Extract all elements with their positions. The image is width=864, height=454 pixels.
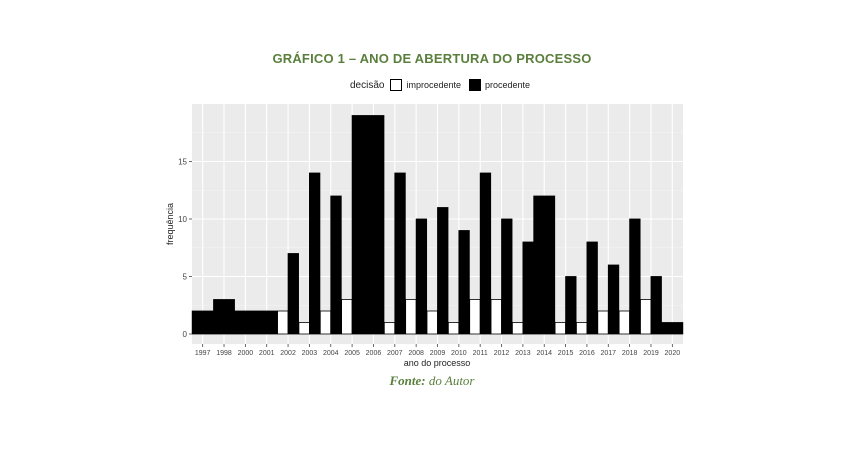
chart-title: GRÁFICO 1 – ANO DE ABERTURA DO PROCESSO <box>272 51 592 66</box>
bar-procedente-2018 <box>629 218 641 335</box>
bar-improcedente-2009 <box>426 310 438 335</box>
bar-procedente-2020 <box>661 322 684 335</box>
bar-procedente-2002 <box>287 253 299 335</box>
y-tick-label: 10 <box>178 215 187 224</box>
bar-procedente-2017 <box>607 264 620 335</box>
bar-procedente-2003 <box>309 172 321 335</box>
x-tick-label: 2002 <box>280 350 296 357</box>
bar-procedente-2005 <box>351 115 364 335</box>
bars <box>191 115 684 335</box>
x-tick-label: 2015 <box>558 350 574 357</box>
x-tick-label: 2008 <box>408 350 424 357</box>
bar-procedente-2016 <box>586 241 598 335</box>
x-tick-label: 2018 <box>622 350 638 357</box>
x-tick-label: 2009 <box>430 350 446 357</box>
source-note: Fonte: do Autor <box>0 373 864 389</box>
bar-improcedente-2013 <box>511 322 524 335</box>
bar-procedente-2001 <box>255 310 278 335</box>
x-tick-label: 2007 <box>387 350 403 357</box>
x-tick-label: 2011 <box>473 350 488 357</box>
y-axis-ticks: 0 5 10 15 <box>178 158 192 339</box>
source-label: Fonte: <box>389 373 426 388</box>
bar-procedente-2007 <box>394 172 406 335</box>
y-axis-label: frequência <box>165 203 175 245</box>
x-tick-label: 2000 <box>238 350 254 357</box>
legend-title: decisão <box>350 79 385 91</box>
bar-procedente-2013 <box>522 241 534 335</box>
bar-improcedente-2007 <box>383 322 396 335</box>
bar-improcedente-2005 <box>341 299 353 335</box>
bar-procedente-2009 <box>437 207 449 335</box>
bar-procedente-2014 <box>533 195 556 335</box>
y-tick-label: 0 <box>183 330 188 339</box>
x-tick-label: 2013 <box>515 350 531 357</box>
x-tick-label: 2019 <box>643 350 659 357</box>
bar-improcedente-2018 <box>618 310 631 335</box>
bar-improcedente-2019 <box>640 299 652 335</box>
x-tick-label: 1998 <box>216 350 232 357</box>
legend-label-improcedente: improcedente <box>406 80 462 90</box>
bar-improcedente-2008 <box>405 299 417 335</box>
legend: decisão improcedente procedente <box>350 76 538 94</box>
x-tick-label: 2005 <box>344 350 360 357</box>
x-tick-label: 2017 <box>600 350 616 357</box>
bar-procedente-2004 <box>330 195 342 335</box>
bar-procedente-2008 <box>415 218 428 335</box>
x-tick-label: 1997 <box>195 350 211 357</box>
bar-improcedente-2012 <box>490 299 502 335</box>
legend-key-improcedente <box>390 79 403 91</box>
bar-improcedente-2011 <box>469 299 481 335</box>
x-tick-label: 2012 <box>494 350 510 357</box>
bar-improcedente-2002 <box>277 310 289 335</box>
legend-label-procedente: procedente <box>485 80 531 90</box>
source-text: do Autor <box>428 373 475 388</box>
bar-procedente-2006 <box>362 115 385 335</box>
bar-procedente-1998 <box>213 299 235 335</box>
x-tick-label: 2014 <box>536 350 552 357</box>
bar-procedente-2015 <box>565 276 577 335</box>
x-tick-label: 2016 <box>579 350 595 357</box>
x-tick-label: 2010 <box>451 350 467 357</box>
x-tick-label: 2020 <box>665 350 681 357</box>
bar-improcedente-2003 <box>298 322 310 335</box>
x-tick-label: 2001 <box>259 350 275 357</box>
bar-procedente-2000 <box>234 310 257 335</box>
bar-improcedente-2017 <box>597 310 609 335</box>
x-axis-ticks: 1997 1998 2000 2001 2002 2003 2004 2005 2006 2007… <box>195 344 680 357</box>
bar-improcedente-2010 <box>447 322 460 335</box>
x-axis-label: ano do processo <box>404 358 471 368</box>
bar-improcedente-2015 <box>554 322 566 335</box>
x-tick-label: 2006 <box>366 350 382 357</box>
bar-procedente-2019 <box>650 276 662 335</box>
bar-procedente-2011 <box>479 172 492 335</box>
bar-procedente-1997 <box>191 310 214 335</box>
x-tick-label: 2004 <box>323 350 339 357</box>
bar-procedente-2010 <box>458 230 470 335</box>
x-tick-label: 2003 <box>302 350 318 357</box>
bar-improcedente-2016 <box>576 322 588 335</box>
y-tick-label: 15 <box>178 158 187 167</box>
y-tick-label: 5 <box>183 273 188 282</box>
bar-improcedente-2004 <box>319 310 332 335</box>
bar-procedente-2012 <box>501 218 513 335</box>
legend-key-procedente <box>469 79 482 91</box>
